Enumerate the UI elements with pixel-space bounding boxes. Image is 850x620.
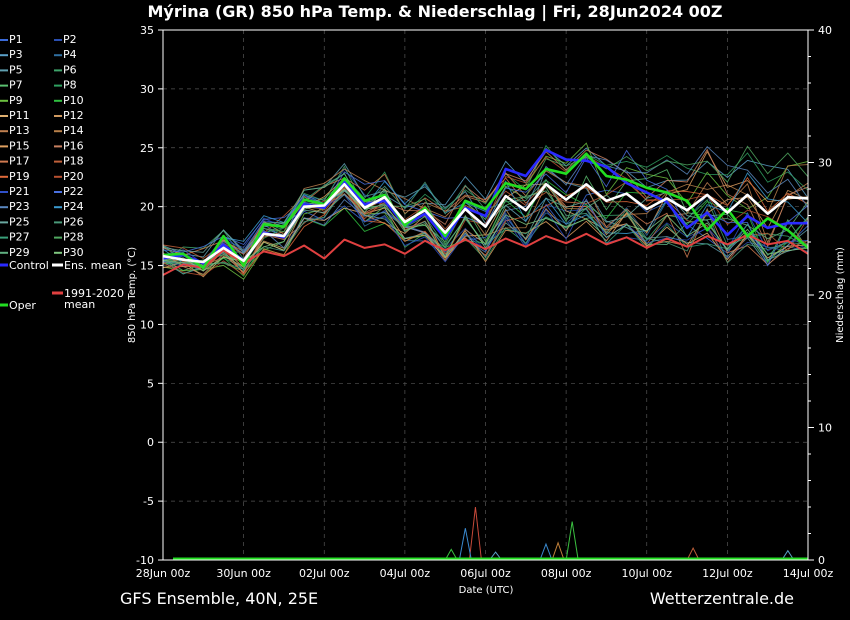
legend-label-p12: P12 — [63, 109, 84, 122]
legend-label-p16: P16 — [63, 139, 84, 152]
legend: P1 P2 P3 P4 P5 P6 P7 P8 P9 P10 P11 P12 P13 P14 P15 P16 P… — [0, 33, 124, 312]
legend-label-p13: P13 — [9, 124, 30, 137]
legend-label-p25: P25 — [9, 215, 30, 228]
precip-spike — [539, 542, 553, 561]
series-line-ens-mean — [162, 183, 809, 264]
x-tick-label: 30Jun 00z — [216, 567, 271, 580]
y-tick-label: 20 — [140, 201, 154, 214]
y-tick-label: 15 — [140, 260, 154, 273]
precip-spike — [468, 506, 482, 561]
legend-label-p10: P10 — [63, 94, 84, 107]
precip-spike — [565, 521, 579, 561]
series-line-1991-2020-mean — [162, 232, 809, 276]
legend-label-p3: P3 — [9, 48, 23, 61]
legend-label-p23: P23 — [9, 200, 30, 213]
legend-label-p18: P18 — [63, 155, 84, 168]
y-right-tick-label: 10 — [818, 422, 832, 435]
legend-label-p8: P8 — [63, 79, 77, 92]
y-right-tick-label: 0 — [818, 554, 825, 567]
y-axis-label-right: Niederschlag (mm) — [835, 247, 846, 343]
x-tick-label: 10Jul 00z — [621, 567, 672, 580]
legend-label-p19: P19 — [9, 170, 30, 183]
main-series-lines — [162, 148, 809, 276]
legend-label-p9: P9 — [9, 94, 23, 107]
precip-spike — [781, 549, 795, 561]
right-axis-ticks: 40 30 20 10 0 — [808, 24, 832, 567]
x-tick-label: 02Jul 00z — [299, 567, 350, 580]
legend-label-p24: P24 — [63, 200, 84, 213]
legend-label-p22: P22 — [63, 185, 84, 198]
series-line-oper — [162, 152, 809, 270]
y-right-tick-label: 30 — [818, 157, 832, 170]
x-tick-label: 08Jul 00z — [541, 567, 592, 580]
member-line-p19 — [162, 176, 809, 276]
legend-label-p7: P7 — [9, 79, 23, 92]
legend-label-p20: P20 — [63, 170, 84, 183]
legend-label-p30: P30 — [63, 246, 84, 259]
y-tick-label: 10 — [140, 318, 154, 331]
legend-label-p28: P28 — [63, 231, 84, 244]
precip-spike — [458, 528, 472, 561]
legend-label-p2: P2 — [63, 33, 77, 46]
y-tick-label: 30 — [140, 83, 154, 96]
model-caption: GFS Ensemble, 40N, 25E — [120, 589, 318, 608]
y-right-tick-label: 20 — [818, 289, 832, 302]
y-tick-label: -5 — [143, 495, 154, 508]
chart-title: Mýrina (GR) 850 hPa Temp. & Niederschlag… — [147, 2, 722, 22]
y-tick-label: 5 — [147, 377, 154, 390]
x-tick-label: 28Jun 00z — [136, 567, 191, 580]
legend-label-p6: P6 — [63, 63, 77, 76]
member-line-p23 — [162, 146, 809, 267]
y-tick-label: 35 — [140, 24, 154, 37]
legend-label-p1: P1 — [9, 33, 23, 46]
legend-label-p27: P27 — [9, 231, 30, 244]
legend-label-p4: P4 — [63, 48, 77, 61]
y-tick-label: -10 — [136, 554, 154, 567]
precip-spike — [686, 546, 700, 561]
x-tick-label: 14Jul 00z — [783, 567, 834, 580]
member-line-p1 — [162, 189, 809, 272]
legend-label-oper: Oper — [9, 299, 36, 312]
member-line-p28 — [162, 145, 809, 266]
x-tick-label: 06Jul 00z — [460, 567, 511, 580]
legend-label-p11: P11 — [9, 109, 30, 122]
x-axis-label: Date (UTC) — [459, 585, 514, 596]
y-axis-label: 850 hPa Temp. (°C) — [127, 247, 138, 343]
legend-label-p29: P29 — [9, 246, 30, 259]
legend-label-ens-mean: Ens. mean — [64, 259, 122, 272]
x-tick-label: 04Jul 00z — [380, 567, 431, 580]
legend-label-p17: P17 — [9, 155, 30, 168]
x-axis-ticks: 28Jun 00z 30Jun 00z 02Jul 00z 04Jul 00z 06Ju… — [136, 567, 834, 580]
precip-spike — [551, 541, 565, 561]
source-caption: Wetterzentrale.de — [650, 589, 794, 608]
legend-label-p26: P26 — [63, 215, 84, 228]
legend-label-p14: P14 — [63, 124, 84, 137]
legend-label-climate-mean: 1991-2020 mean — [64, 287, 124, 311]
legend-label-p15: P15 — [9, 139, 30, 152]
y-right-tick-label: 40 — [818, 24, 832, 37]
y-tick-label: 0 — [147, 436, 154, 449]
member-line-p21 — [162, 194, 809, 265]
y-tick-label: 25 — [140, 142, 154, 155]
legend-label-control: Control — [9, 259, 49, 272]
x-tick-label: 12Jul 00z — [702, 567, 753, 580]
left-axis-ticks: 35 30 25 20 15 10 5 0 -5 -10 — [136, 24, 163, 567]
legend-label-p5: P5 — [9, 63, 23, 76]
member-line-p24 — [162, 172, 809, 269]
precip-spike — [489, 551, 502, 561]
legend-label-p21: P21 — [9, 185, 30, 198]
precip-spike — [444, 548, 458, 561]
precipitation-lines — [173, 506, 808, 561]
